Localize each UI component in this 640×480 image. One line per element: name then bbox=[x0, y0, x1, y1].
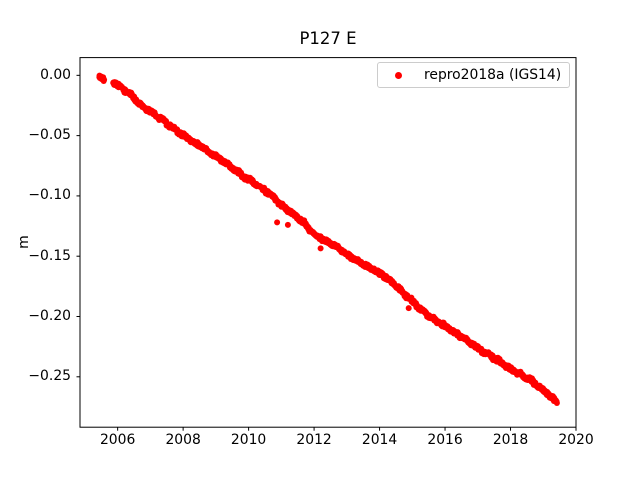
x-tick-label: 2008 bbox=[165, 432, 201, 448]
x-tick-label: 2012 bbox=[296, 432, 332, 448]
legend-point-marker-icon bbox=[395, 71, 402, 79]
x-tick-label: 2018 bbox=[492, 432, 529, 448]
data-point bbox=[101, 76, 108, 83]
data-point bbox=[405, 305, 412, 312]
x-tick-label: 2014 bbox=[361, 432, 398, 448]
x-tick-label: 2020 bbox=[558, 432, 594, 448]
x-tick-label: 2016 bbox=[427, 432, 463, 448]
data-point bbox=[317, 245, 324, 252]
chart-title: P127 E bbox=[299, 29, 357, 48]
y-tick-label: −0.25 bbox=[28, 368, 71, 385]
data-point bbox=[553, 400, 560, 406]
legend-label: repro2018a (IGS14) bbox=[424, 67, 562, 83]
y-tick-label: −0.15 bbox=[28, 247, 71, 264]
scatter-points-group bbox=[96, 72, 560, 406]
y-tick-label: −0.05 bbox=[28, 127, 71, 144]
plot-frame bbox=[79, 57, 577, 428]
x-tick-label: 2006 bbox=[99, 432, 136, 448]
legend: repro2018a (IGS14) bbox=[377, 62, 570, 88]
y-tick-label: −0.10 bbox=[28, 187, 71, 204]
data-point bbox=[274, 219, 281, 226]
data-point bbox=[284, 221, 291, 228]
y-tick-label: −0.20 bbox=[28, 308, 71, 324]
x-tick-label: 2010 bbox=[230, 432, 267, 448]
axes-group bbox=[76, 57, 577, 431]
y-tick-label: 0.00 bbox=[40, 66, 71, 83]
